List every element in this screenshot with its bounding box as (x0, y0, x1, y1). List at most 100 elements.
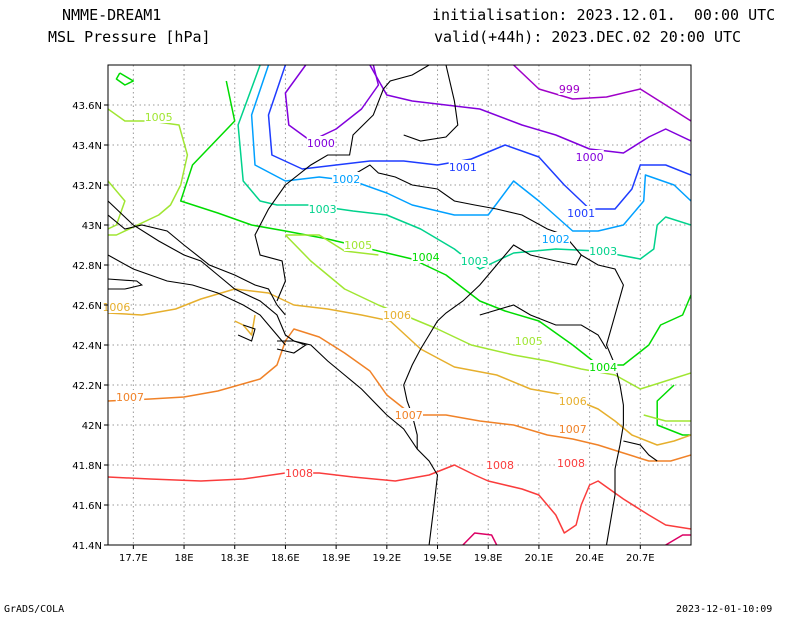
coastline (108, 278, 144, 290)
isobar-label-bg (514, 334, 543, 347)
isobar-label-bg (575, 150, 604, 163)
isobar-label-bg (541, 232, 571, 245)
isobar-1009 (462, 532, 498, 545)
isobar-label-bg (588, 360, 618, 373)
country-border (403, 65, 459, 142)
y-tick-label: 43N (82, 221, 102, 232)
init-time: initialisation: 2023.12.01. 00:00 UTC (432, 6, 776, 24)
isobar-1002 (250, 65, 691, 232)
isobar-label-bg (144, 110, 173, 123)
isobar-label-bg (411, 250, 440, 263)
axes: 17.7E 18E 18.3E 18.6E 18.9E 19.2E 19.5E 19.8E 20… (72, 101, 654, 564)
isobar-1007 (108, 328, 691, 462)
y-tick-label: 41.4N (72, 541, 102, 552)
isobar-label: 999 (559, 83, 580, 96)
isobar-label: 1001 (567, 207, 595, 220)
y-tick-label: 41.6N (72, 501, 102, 512)
valid-time: valid(+44h): 2023.DEC.02 20:00 UTC (434, 28, 742, 46)
isobar-1004 (656, 384, 691, 436)
x-tick-label: 20.1E (525, 553, 554, 564)
coastline (237, 324, 256, 342)
x-tick-label: 18.6E (271, 553, 300, 564)
isobar-label-bg (460, 254, 489, 267)
isobar-label: 1007 (559, 423, 587, 436)
footer-software: GrADS/COLA (4, 604, 65, 615)
isobar-label: 1007 (395, 409, 423, 422)
country-border (623, 440, 658, 462)
isobar-label: 1007 (116, 391, 144, 404)
isobar-label: 1005 (515, 335, 543, 348)
isobar-label-bg (284, 466, 314, 479)
country-border (108, 214, 286, 316)
isobar-label: 1000 (307, 137, 335, 150)
isobar-1000 (369, 65, 691, 154)
isobar-label: 1003 (589, 245, 617, 258)
isobar-label-bg (588, 244, 618, 257)
x-tick-label: 17.7E (119, 553, 148, 564)
coastline (276, 340, 307, 354)
x-tick-label: 18.3E (220, 553, 249, 564)
isobar-label: 1003 (461, 255, 489, 268)
isobar-label-bg (306, 136, 336, 149)
isobar-label: 1004 (589, 361, 617, 374)
isobar-1006 (234, 314, 256, 336)
geography (108, 65, 658, 545)
field-name: MSL Pressure [hPa] (48, 28, 211, 46)
isobar-label-bg (308, 202, 337, 215)
x-tick-label: 18E (175, 553, 194, 564)
isobar-label: 1001 (449, 161, 477, 174)
isobar-label-bg (394, 408, 423, 421)
isobar-label-bg (558, 394, 587, 407)
isobar-1009 (665, 534, 691, 545)
y-tick-label: 41.8N (72, 461, 102, 472)
isobar-1008 (108, 464, 691, 534)
isobar-labels: 999 1000 1000 1001 1001 1002 1002 1003 1003 1003 1… (102, 82, 618, 480)
isobar-label-bg (556, 456, 586, 469)
isobar-1000 (284, 65, 380, 142)
y-tick-label: 43.6N (72, 101, 102, 112)
x-tick-label: 18.9E (322, 553, 351, 564)
y-tick-label: 42.8N (72, 261, 102, 272)
isobar-label: 1008 (557, 457, 585, 470)
isobar-1005 (643, 414, 691, 422)
x-tick-label: 20.4E (575, 553, 604, 564)
isobar-1001 (267, 65, 691, 210)
grid (108, 65, 691, 546)
coastline (108, 254, 286, 346)
isobar-label-bg (566, 206, 596, 219)
x-tick-label: 20.7E (626, 553, 655, 564)
y-tick-label: 42.4N (72, 341, 102, 352)
isobar-1005 (284, 234, 691, 390)
isobar-label: 1005 (145, 111, 173, 124)
model-name: NMME-DREAM1 (62, 6, 162, 24)
isobar-label: 1004 (412, 251, 440, 264)
isobar-label-bg (332, 172, 361, 185)
isobar-label-bg (102, 300, 131, 313)
isobar-label: 1006 (559, 395, 587, 408)
isobar-label-bg (558, 422, 587, 435)
isobar-1005 (108, 108, 189, 236)
y-tick-label: 42.6N (72, 301, 102, 312)
x-tick-label: 19.5E (423, 553, 452, 564)
isobar-label-bg (448, 160, 478, 173)
isobar-1004 (179, 80, 691, 366)
isobar-label-bg (382, 308, 412, 321)
isobar-label-bg (485, 458, 515, 471)
isobar-label: 1006 (383, 309, 411, 322)
y-tick-label: 42.2N (72, 381, 102, 392)
country-border (479, 304, 607, 350)
y-tick-label: 43.4N (72, 141, 102, 152)
isobar-999 (513, 65, 691, 122)
x-tick-label: 19.2E (373, 553, 402, 564)
coastline (108, 200, 439, 545)
isobar-label-bg (343, 238, 373, 251)
isobar-label: 1002 (332, 173, 360, 186)
y-tick-label: 42N (82, 421, 102, 432)
isobar-label: 1008 (285, 467, 313, 480)
isobar-label-bg (558, 82, 581, 95)
footer-timestamp: 2023-12-01-10:09 (676, 604, 773, 615)
isobar-label: 1005 (344, 239, 372, 252)
country-border (254, 65, 430, 302)
isobar-label: 1003 (309, 203, 337, 216)
